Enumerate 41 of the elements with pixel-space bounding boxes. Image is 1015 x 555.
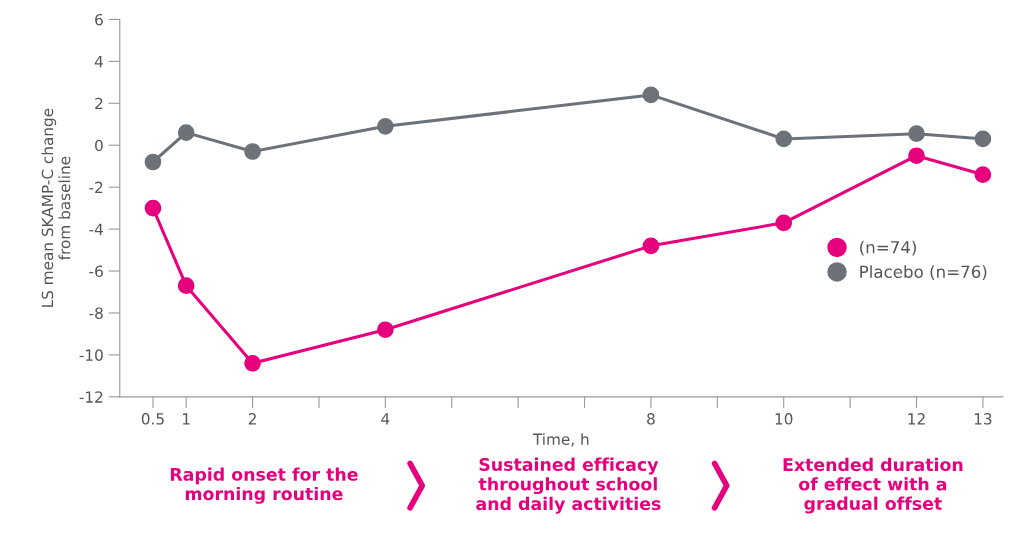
point (908, 147, 925, 165)
y-axis-title: LS mean SKAMP-C change from baseline (41, 108, 71, 307)
y-tick-label: 6 (95, 13, 103, 26)
point (775, 214, 793, 232)
y-tick-label: -10 (79, 349, 103, 361)
y-tick-label: -6 (89, 265, 103, 278)
point (974, 130, 992, 148)
x-tick-label: 10 (775, 413, 793, 425)
y-tick-label: 2 (95, 97, 103, 110)
legend-label: (n=74) (860, 240, 916, 256)
x-tick-label: 2 (248, 413, 256, 425)
point (974, 166, 992, 183)
x-tick-label: 4 (381, 413, 390, 425)
x-tick-label: 12 (908, 413, 925, 425)
x-tick-label: 13 (974, 413, 992, 425)
point (642, 86, 660, 104)
text: Extended duration of effect with a gradual offset (783, 457, 963, 514)
y-tick-label: 0 (95, 139, 103, 152)
y-tick-label: -2 (89, 181, 103, 193)
point (144, 199, 162, 217)
point (377, 118, 394, 135)
text: Sustained efficacy throughout school and daily activities (476, 457, 661, 514)
y-tick-label: -12 (79, 391, 103, 403)
legend-label: Placebo (n=76) (860, 265, 987, 280)
y-tick-label: -8 (89, 307, 103, 319)
y-tick-label: 4 (94, 56, 103, 68)
point (244, 143, 261, 160)
point (377, 321, 394, 339)
point (244, 354, 261, 372)
point (177, 277, 195, 295)
x-tick-label: 1 (182, 413, 190, 425)
point (177, 124, 195, 141)
y-tick-label: -4 (89, 223, 103, 235)
point (908, 125, 925, 143)
text: Rapid onset for the morning routine (170, 467, 358, 504)
x-axis-title: Time, h (532, 433, 589, 447)
x-tick-label: 8 (647, 413, 655, 425)
point (144, 153, 162, 171)
x-tick-label: 0.5 (141, 413, 164, 425)
point (775, 130, 793, 148)
point (642, 237, 660, 255)
